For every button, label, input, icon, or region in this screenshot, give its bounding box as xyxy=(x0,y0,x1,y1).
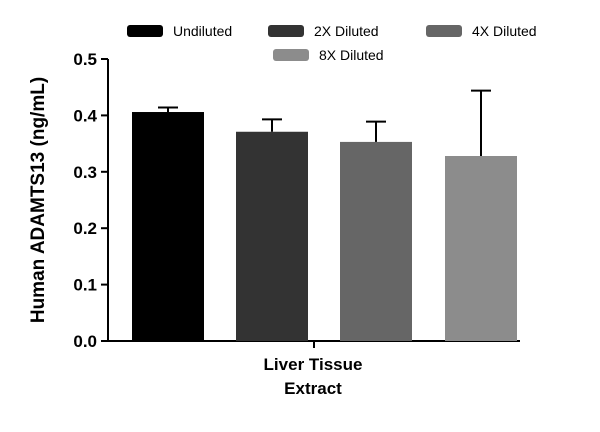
y-tick-label: 0.5 xyxy=(73,50,97,69)
y-axis-title: Human ADAMTS13 (ng/mL) xyxy=(28,77,49,323)
bar xyxy=(132,112,204,342)
y-tick-label: 0.4 xyxy=(73,106,97,125)
y-axis: 0.0 0.1 0.2 0.3 0.4 0.5 xyxy=(73,50,109,351)
bars xyxy=(132,112,517,342)
y-tick-label: 0.2 xyxy=(73,219,97,238)
bar xyxy=(340,141,412,341)
error-bars xyxy=(158,89,491,157)
x-category-label-line2: Extract xyxy=(284,379,342,398)
legend-swatch xyxy=(273,49,309,61)
legend-swatch xyxy=(268,25,304,37)
legend-label: 8X Diluted xyxy=(319,47,384,63)
y-tick-label: 0.0 xyxy=(73,332,97,351)
legend-swatch xyxy=(127,25,163,37)
y-tick-label: 0.1 xyxy=(73,276,97,295)
x-axis xyxy=(108,340,520,348)
bar xyxy=(236,131,308,341)
bar xyxy=(445,156,517,341)
legend-label: Undiluted xyxy=(173,23,232,39)
legend-swatch xyxy=(426,25,462,37)
legend-label: 4X Diluted xyxy=(472,23,537,39)
legend: Undiluted 2X Diluted 4X Diluted 8X Diluted xyxy=(127,23,537,63)
x-category-label-line1: Liver Tissue xyxy=(264,355,363,374)
y-tick-label: 0.3 xyxy=(73,163,97,182)
legend-label: 2X Diluted xyxy=(314,23,379,39)
